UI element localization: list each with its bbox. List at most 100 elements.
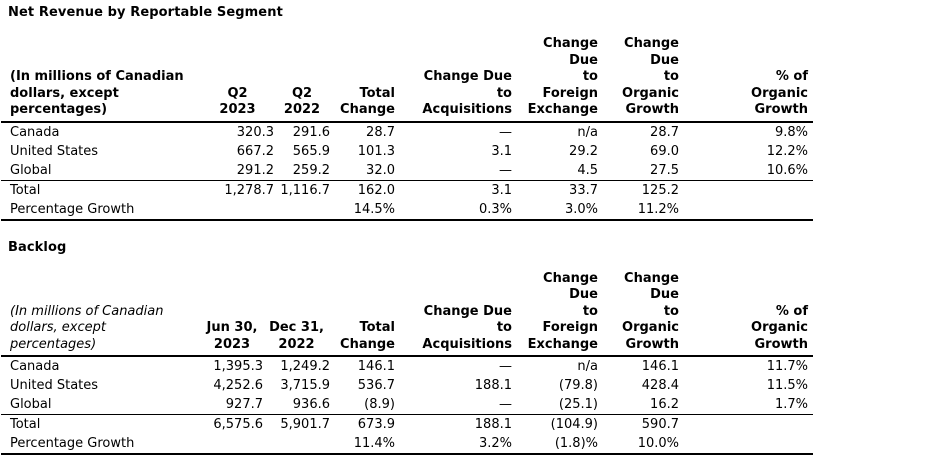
column-header-change-acquisitions: Change Due to Acquisitions bbox=[422, 303, 512, 352]
cell-value: 673.9 bbox=[357, 417, 395, 432]
cell-value: 1.7% bbox=[774, 397, 808, 412]
cell-value: 27.5 bbox=[650, 162, 679, 178]
cell-value: 1,278.7 bbox=[224, 182, 274, 198]
cell-value bbox=[679, 200, 813, 220]
section-title: Backlog bbox=[8, 239, 67, 255]
row-label: Global bbox=[10, 397, 52, 412]
cell-value: 146.1 bbox=[641, 359, 679, 374]
cell-value: — bbox=[499, 359, 512, 374]
column-header-q2-2022: Q2 2022 bbox=[283, 85, 321, 118]
cell-value: 320.3 bbox=[236, 124, 274, 140]
row-label: United States bbox=[10, 143, 99, 159]
cell-value: 1,249.2 bbox=[280, 359, 330, 374]
table-row-percentage-growth: Percentage Growth 14.5% 0.3% 3.0% 11.2% bbox=[1, 200, 813, 220]
column-header-change-organic-growth: Change Due to Organic Growth bbox=[622, 36, 679, 117]
cell-value: 16.2 bbox=[650, 397, 679, 412]
column-header-dec-31-2022: Dec 31, 2022 bbox=[269, 320, 324, 352]
row-label: Total bbox=[10, 417, 41, 432]
cell-value: 4,252.6 bbox=[213, 378, 263, 393]
cell-value bbox=[201, 434, 263, 454]
cell-value: 3.2% bbox=[478, 436, 512, 451]
cell-value: 3.0% bbox=[564, 201, 598, 217]
cell-value: 1,395.3 bbox=[213, 359, 263, 374]
cell-value: 565.9 bbox=[292, 143, 330, 159]
cell-value: (104.9) bbox=[550, 417, 598, 432]
cell-value bbox=[201, 200, 274, 220]
cell-value: 259.2 bbox=[292, 162, 330, 178]
row-label: Percentage Growth bbox=[10, 436, 135, 451]
cell-value bbox=[679, 434, 813, 454]
column-header-change-foreign-exchange: Change Due to Foreign Exchange bbox=[527, 36, 598, 117]
cell-value bbox=[679, 180, 813, 200]
column-header-change-acquisitions: Change Due to Acquisitions bbox=[422, 69, 512, 117]
table-row-united-states: United States 4,252.6 3,715.9 536.7 188.… bbox=[1, 376, 813, 395]
table-row-percentage-growth: Percentage Growth 11.4% 3.2% (1.8)% 10.0… bbox=[1, 434, 813, 454]
cell-value: 188.1 bbox=[474, 378, 512, 393]
cell-value: (79.8) bbox=[558, 378, 598, 393]
column-header-total-change: Total Change bbox=[340, 85, 395, 118]
cell-value: 125.2 bbox=[641, 182, 679, 198]
cell-value: 101.3 bbox=[357, 143, 395, 159]
cell-value: 536.7 bbox=[357, 378, 395, 393]
row-label: Global bbox=[10, 162, 52, 178]
cell-value: 188.1 bbox=[474, 417, 512, 432]
row-label: Total bbox=[10, 182, 41, 198]
table-row-global: Global 927.7 936.6 (8.9) — (25.1) 16.2 1… bbox=[1, 395, 813, 415]
cell-value: 667.2 bbox=[236, 143, 274, 159]
net-revenue-table: (In millions of Canadian dollars, except… bbox=[1, 36, 813, 221]
cell-value: — bbox=[499, 124, 512, 140]
cell-value: 32.0 bbox=[366, 162, 395, 178]
table-caption: (In millions of Canadian dollars, except… bbox=[10, 69, 184, 117]
cell-value: 6,575.6 bbox=[213, 417, 263, 432]
row-label: United States bbox=[10, 378, 99, 393]
column-header-total-change: Total Change bbox=[340, 320, 395, 352]
cell-value: 146.1 bbox=[357, 359, 395, 374]
cell-value: 590.7 bbox=[641, 417, 679, 432]
cell-value: — bbox=[499, 397, 512, 412]
cell-value: 0.3% bbox=[478, 201, 512, 217]
cell-value: (8.9) bbox=[364, 397, 395, 412]
column-header-change-organic-growth: Change Due to Organic Growth bbox=[622, 270, 679, 352]
cell-value: — bbox=[499, 162, 512, 178]
net-revenue-section: Net Revenue by Reportable Segment (In mi… bbox=[1, 4, 951, 221]
cell-value bbox=[274, 200, 330, 220]
backlog-section: Backlog (In millions of Canadian dollars… bbox=[1, 239, 951, 456]
cell-value: (1.8)% bbox=[554, 436, 598, 451]
cell-value: 69.0 bbox=[650, 143, 679, 159]
cell-value: 291.6 bbox=[292, 124, 330, 140]
backlog-table: (In millions of Canadian dollars, except… bbox=[1, 271, 813, 456]
cell-value: 29.2 bbox=[569, 143, 598, 159]
column-header-jun-30-2023: Jun 30, 2023 bbox=[206, 320, 258, 352]
cell-value: 3.1 bbox=[491, 143, 512, 159]
cell-value: 936.6 bbox=[292, 397, 330, 412]
table-row-canada: Canada 1,395.3 1,249.2 146.1 — n/a 146.1… bbox=[1, 356, 813, 376]
cell-value: 927.7 bbox=[225, 397, 263, 412]
column-header-pct-organic-growth: % of Organic Growth bbox=[751, 303, 808, 352]
row-label: Percentage Growth bbox=[10, 201, 135, 217]
header-row: (In millions of Canadian dollars, except… bbox=[1, 270, 813, 356]
cell-value: n/a bbox=[577, 359, 598, 374]
column-header-pct-organic-growth: % of Organic Growth bbox=[751, 69, 808, 117]
cell-value: 162.0 bbox=[357, 182, 395, 198]
header-row: (In millions of Canadian dollars, except… bbox=[1, 36, 813, 122]
table-row-total: Total 6,575.6 5,901.7 673.9 188.1 (104.9… bbox=[1, 415, 813, 435]
cell-value: 33.7 bbox=[569, 182, 598, 198]
cell-value: 10.6% bbox=[766, 162, 808, 178]
cell-value: 1,116.7 bbox=[280, 182, 330, 198]
cell-value: 10.0% bbox=[637, 436, 679, 451]
table-row-global: Global 291.2 259.2 32.0 — 4.5 27.5 10.6% bbox=[1, 161, 813, 180]
cell-value: (25.1) bbox=[558, 397, 598, 412]
row-label: Canada bbox=[10, 124, 60, 140]
cell-value: 3,715.9 bbox=[280, 378, 330, 393]
cell-value: 9.8% bbox=[774, 124, 808, 140]
cell-value: 28.7 bbox=[366, 124, 395, 140]
column-header-q2-2023: Q2 2023 bbox=[219, 85, 256, 118]
cell-value: 12.2% bbox=[766, 143, 808, 159]
cell-value: 14.5% bbox=[353, 201, 395, 217]
cell-value: 291.2 bbox=[236, 162, 274, 178]
cell-value bbox=[263, 434, 330, 454]
cell-value: 28.7 bbox=[650, 124, 679, 140]
column-header-change-foreign-exchange: Change Due to Foreign Exchange bbox=[527, 270, 598, 352]
row-label: Canada bbox=[10, 359, 60, 374]
